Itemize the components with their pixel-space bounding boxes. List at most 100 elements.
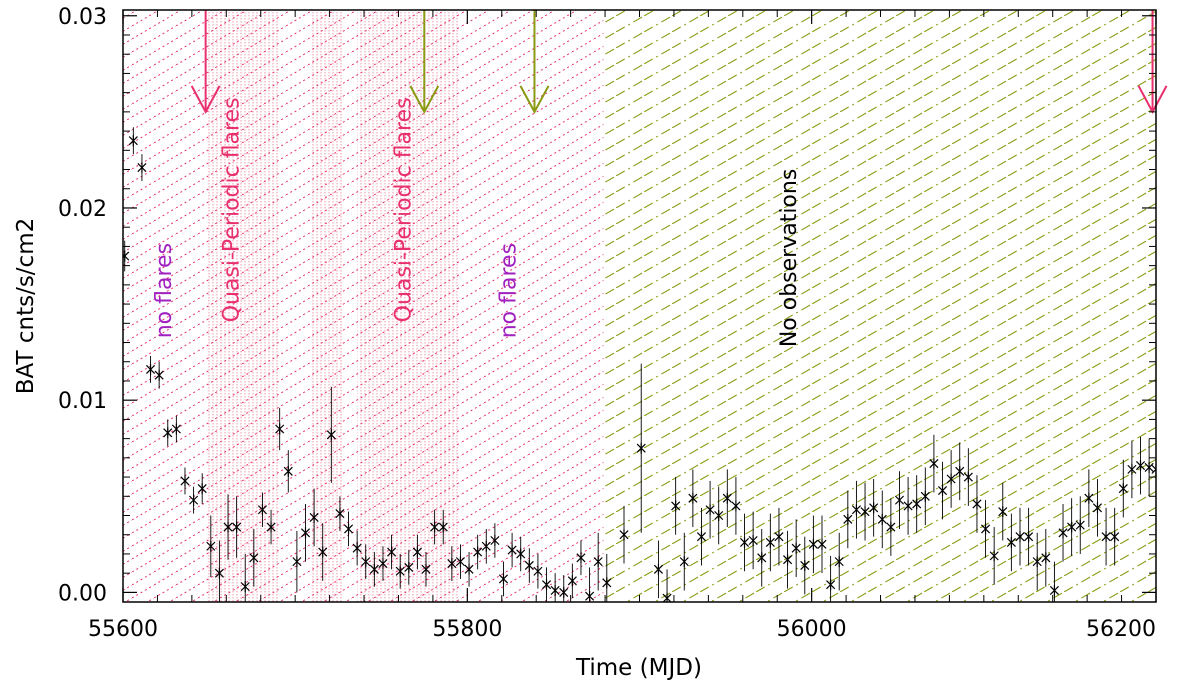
- data-point: [343, 523, 354, 535]
- data-point-stroke: [206, 541, 216, 551]
- data-point-stroke: [722, 493, 732, 503]
- axes: 55600 55800 56000 56200 0.00 0.01 0.02 0.03: [58, 5, 1157, 642]
- data-point: [808, 538, 818, 550]
- data-point: [920, 490, 930, 502]
- data-point-stroke: [679, 557, 689, 567]
- data-point: [481, 540, 491, 552]
- data-point-stroke: [438, 522, 448, 532]
- annotation-1: Quasi-Periodic flares: [219, 97, 244, 322]
- data-point-stroke: [886, 522, 896, 532]
- data-point-stroke: [1067, 522, 1077, 532]
- data-point: [550, 584, 560, 596]
- data-point-stroke: [1006, 537, 1016, 547]
- data-point-stroke: [671, 501, 681, 511]
- data-point-stroke: [1101, 532, 1111, 542]
- data-point-stroke: [1118, 484, 1128, 494]
- data-point: [438, 521, 448, 533]
- data-point: [567, 575, 577, 587]
- data-point-stroke: [783, 555, 793, 565]
- data-point: [378, 558, 388, 570]
- data-point-stroke: [498, 574, 509, 584]
- data-point: [464, 563, 474, 575]
- data-point: [765, 536, 775, 548]
- data-point-stroke: [894, 495, 905, 505]
- data-point: [843, 513, 853, 525]
- data-point: [214, 567, 224, 579]
- data-point: [137, 162, 147, 174]
- data-point: [387, 546, 397, 558]
- data-point-stroke: [387, 547, 397, 557]
- data-point: [1092, 502, 1103, 514]
- y-tick-label: 0.01: [58, 389, 107, 414]
- data-point: [335, 508, 345, 520]
- data-point: [318, 546, 328, 558]
- data-point-stroke: [765, 537, 775, 547]
- data-point: [283, 465, 293, 477]
- data-point-stroke: [653, 564, 663, 574]
- data-point-stroke: [817, 539, 827, 549]
- data-point: [223, 521, 233, 533]
- data-point: [1006, 536, 1016, 548]
- data-point-stroke: [249, 553, 259, 563]
- arrow-head: [519, 85, 550, 114]
- data-point: [989, 550, 999, 562]
- data-point-stroke: [696, 532, 707, 542]
- data-point: [1084, 492, 1094, 504]
- data-point: [524, 559, 534, 571]
- data-point-stroke: [404, 562, 414, 572]
- data-point: [869, 502, 879, 514]
- data-point-stroke: [257, 505, 268, 515]
- data-point: [369, 563, 379, 575]
- data-point-stroke: [903, 501, 913, 511]
- data-point-stroke: [636, 443, 646, 453]
- data-point: [826, 579, 836, 591]
- data-point: [516, 548, 526, 560]
- y-tick-label: 0.02: [58, 197, 107, 222]
- data-point-stroke: [232, 522, 242, 532]
- data-point: [636, 442, 646, 454]
- data-point-stroke: [412, 547, 422, 557]
- data-point-stroke: [300, 528, 311, 538]
- data-point-stroke: [705, 505, 715, 515]
- data-point: [197, 483, 207, 495]
- data-point: [903, 500, 913, 512]
- x-axis-title: Time (MJD): [575, 655, 702, 681]
- annotation-3: no flares: [497, 243, 522, 338]
- data-point-stroke: [378, 559, 388, 569]
- annotation-2: Quasi-Periodic flares: [392, 97, 417, 322]
- data-point-stroke: [283, 466, 293, 476]
- data-point-stroke: [352, 543, 362, 553]
- data-point: [739, 536, 750, 548]
- data-point-stroke: [430, 522, 440, 532]
- data-point-stroke: [189, 495, 199, 505]
- data-point-stroke: [335, 509, 345, 519]
- dense-band-1: [312, 10, 342, 602]
- data-point: [912, 498, 922, 510]
- data-point-stroke: [541, 580, 552, 590]
- data-point: [722, 492, 732, 504]
- data-point: [1110, 531, 1120, 543]
- data-point-stroke: [197, 484, 207, 494]
- data-point: [783, 554, 793, 566]
- data-point-stroke: [955, 466, 965, 476]
- data-point: [653, 563, 663, 575]
- dense-bands: [207, 10, 459, 602]
- data-point: [163, 427, 173, 439]
- arrow-1: [409, 10, 440, 114]
- data-point: [180, 475, 190, 487]
- data-point: [361, 556, 371, 568]
- data-point-stroke: [576, 553, 586, 563]
- data-point: [352, 542, 362, 554]
- data-point-stroke: [343, 524, 354, 534]
- x-tick-label: 55800: [432, 617, 502, 642]
- data-point-stroke: [860, 507, 870, 517]
- data-point: [1024, 531, 1034, 543]
- data-point: [705, 504, 715, 516]
- data-point: [602, 577, 612, 589]
- data-point-stroke: [318, 547, 328, 557]
- data-point: [300, 527, 311, 539]
- data-point-stroke: [266, 522, 276, 532]
- data-point-stroke: [998, 507, 1008, 517]
- data-point-stroke: [369, 564, 379, 574]
- data-point: [455, 556, 465, 568]
